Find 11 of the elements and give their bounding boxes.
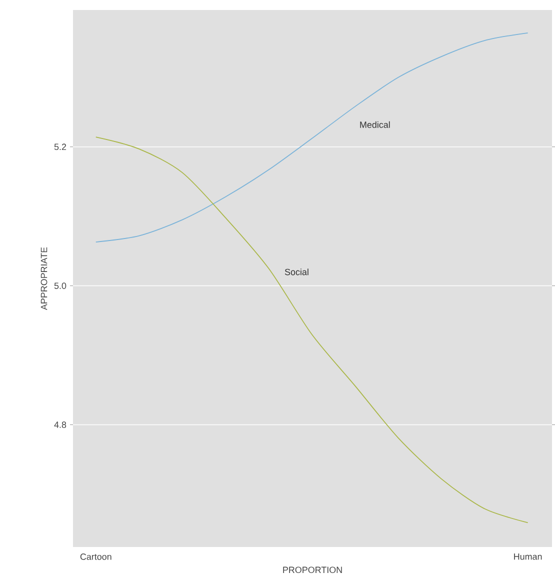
x-axis-title: PROPORTION — [283, 566, 342, 574]
line-series — [95, 136, 528, 524]
series-label: Medical — [360, 121, 390, 128]
y-axis-title: APPROPRIATE — [40, 247, 48, 310]
line-series — [95, 32, 528, 242]
series-label: Social — [284, 268, 308, 276]
x-tick-label: Human — [514, 554, 542, 560]
x-tick-label: Cartoon — [80, 554, 112, 560]
y-tick-label: 5.2 — [54, 144, 66, 150]
y-tick-label: 5.0 — [54, 282, 66, 289]
y-tick-label: 4.8 — [54, 422, 66, 428]
